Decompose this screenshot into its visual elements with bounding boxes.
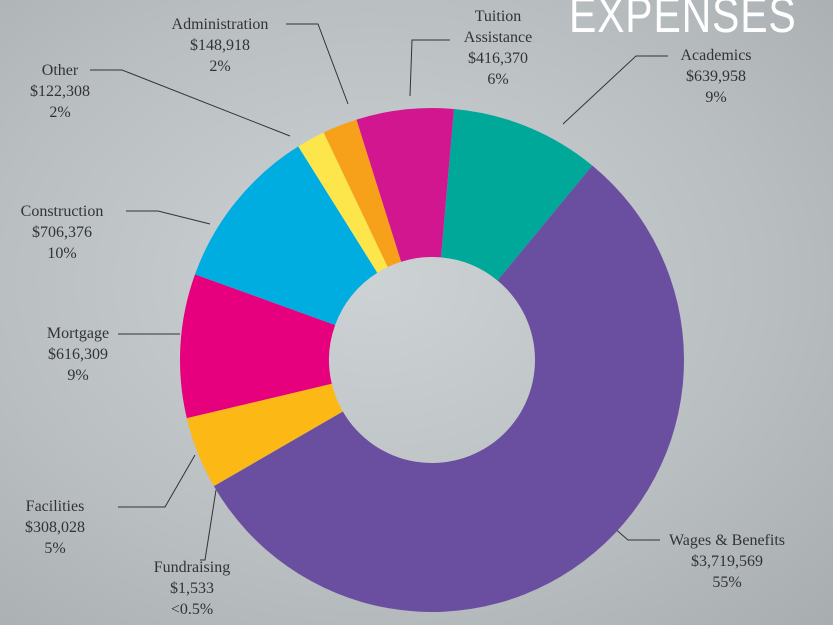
percent-label: 6% <box>487 71 509 88</box>
value-label: $3,719,569 <box>691 553 763 570</box>
value-label: $416,370 <box>468 50 528 67</box>
slice-label: Construction $706,376 10% <box>0 201 127 264</box>
category-label: Administration <box>171 16 269 33</box>
value-label: $1,533 <box>170 580 214 597</box>
slice-label: Tuition Assistance $416,370 6% <box>453 6 543 90</box>
slice-label: Fundraising $1,533 <0.5% <box>127 557 257 620</box>
donut <box>180 108 685 612</box>
value-label: $308,028 <box>25 519 85 536</box>
category-label: Fundraising <box>153 559 231 576</box>
leader-line <box>200 489 217 561</box>
donut-slice <box>195 146 378 325</box>
leader-line <box>409 39 450 97</box>
donut-slice <box>440 108 593 281</box>
donut-slice <box>323 119 402 268</box>
percent-label: 9% <box>67 367 89 384</box>
percent-label: 55% <box>712 574 742 591</box>
slice-label: Other $122,308 2% <box>0 60 125 123</box>
value-label: $616,309 <box>48 346 108 363</box>
category-label: Mortgage <box>46 325 110 342</box>
donut-slice <box>186 383 343 486</box>
percent-label: 10% <box>47 245 77 262</box>
value-label: $706,376 <box>32 224 92 241</box>
slice-label: Facilities $308,028 5% <box>0 496 120 559</box>
leader-line <box>126 210 211 225</box>
donut-slice <box>298 132 388 273</box>
value-label: $639,958 <box>686 68 746 85</box>
leader-line <box>562 55 668 125</box>
category-label: Other <box>41 62 79 79</box>
percent-label: 9% <box>705 89 727 106</box>
slice-label: Wages & Benefits $3,719,569 55% <box>662 530 792 593</box>
percent-label: 2% <box>49 104 71 121</box>
slice-label: Academics $639,958 9% <box>651 45 781 108</box>
category-label: Academics <box>680 47 752 64</box>
category-label: Construction <box>20 203 104 220</box>
donut-slice <box>180 274 336 419</box>
percent-label: <0.5% <box>170 601 214 618</box>
leader-line <box>286 23 349 105</box>
percent-label: 5% <box>44 540 66 557</box>
category-label: Tuition Assistance <box>463 8 533 46</box>
value-label: $148,918 <box>190 37 250 54</box>
category-label: Facilities <box>25 498 85 515</box>
slice-label: Mortgage $616,309 9% <box>13 323 143 386</box>
donut-slice <box>356 108 454 262</box>
value-label: $122,308 <box>30 83 90 100</box>
slice-label: Administration $148,918 2% <box>155 14 285 77</box>
chart-title: EXPENSES <box>569 0 797 43</box>
leader-lines <box>90 23 668 561</box>
donut-slice <box>213 411 343 487</box>
donut-slice <box>213 165 685 612</box>
leader-line <box>90 69 291 137</box>
percent-label: 2% <box>209 58 231 75</box>
leader-line <box>118 454 196 508</box>
category-label: Wages & Benefits <box>668 532 785 549</box>
